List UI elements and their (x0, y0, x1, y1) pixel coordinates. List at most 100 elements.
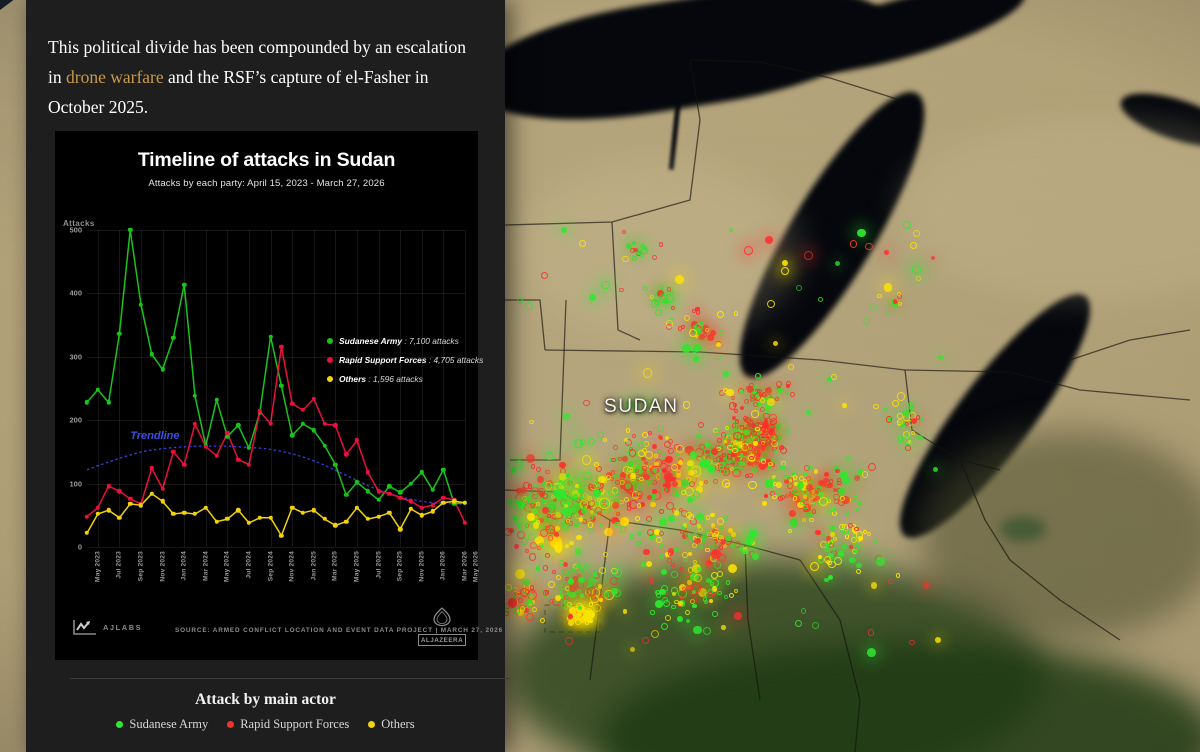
chart-legend: Sudanese Army : 7,100 attacks Rapid Supp… (327, 336, 483, 393)
y-axis-tick: 300 (69, 352, 82, 362)
attack-point (768, 430, 774, 435)
attack-point (756, 435, 764, 443)
attack-point (755, 429, 762, 436)
attack-point (747, 429, 752, 434)
trendline-label: Trendline (130, 429, 180, 442)
attack-point (902, 221, 911, 229)
attack-point-glow (798, 244, 819, 266)
attack-point-glow (721, 531, 736, 545)
attack-point-glow (556, 222, 572, 238)
attack-point-glow (929, 462, 942, 476)
attack-point-glow (662, 509, 680, 528)
attack-point-glow (524, 492, 534, 503)
x-axis-tick: Nov 2024 (288, 551, 296, 582)
legend-item-army: Sudanese Army : 7,100 attacks (327, 336, 483, 346)
attack-point-glow (764, 426, 777, 439)
ajlabs-wordmark: AJLABS (103, 623, 143, 632)
map-legend-item-army: Sudanese Army (116, 717, 208, 732)
attack-point-glow (760, 416, 772, 427)
attack-point-glow (692, 430, 705, 443)
attack-point (830, 546, 835, 551)
attack-point (743, 429, 750, 436)
attack-point (761, 432, 768, 439)
attack-point (618, 287, 624, 293)
attack-point (848, 522, 854, 528)
attack-point (657, 425, 664, 432)
attack-point (587, 437, 595, 445)
attack-point-glow (550, 591, 565, 606)
attack-point (800, 499, 806, 506)
attack-point (705, 529, 711, 534)
attack-point (714, 429, 721, 436)
attack-point (660, 623, 668, 631)
ajlabs-logo: AJLABS (72, 619, 142, 636)
aljazeera-flame-icon (433, 607, 451, 627)
attack-point (513, 607, 520, 614)
attack-point (809, 517, 814, 523)
gridline-vertical (141, 230, 142, 547)
article-sidebar: This political divide has been compounde… (26, 0, 510, 752)
attack-point (693, 573, 703, 582)
x-axis-tick: Nov 2023 (159, 551, 167, 582)
attack-point (529, 419, 534, 424)
attack-point (882, 407, 888, 413)
attack-point (768, 462, 773, 467)
x-axis-tick: Jul 2023 (115, 551, 123, 579)
x-axis-tick: Sep 2023 (137, 551, 145, 582)
attack-point (676, 445, 684, 453)
attack-point (740, 453, 746, 459)
attack-point (895, 573, 901, 578)
attack-point-glow (851, 545, 862, 556)
map-legend-label-army: Sudanese Army (129, 717, 209, 731)
attack-point (701, 444, 708, 451)
attack-point (815, 486, 821, 492)
attack-point-glow (644, 491, 656, 504)
attack-point (725, 580, 730, 585)
attack-point (596, 431, 604, 439)
attack-point (670, 604, 676, 610)
y-axis-tick: 100 (69, 479, 82, 489)
attack-point (755, 372, 762, 379)
x-axis-tick: Mar 2024 (202, 551, 210, 581)
attack-point-glow (672, 490, 682, 501)
attack-point (731, 415, 736, 421)
attack-point (747, 472, 754, 479)
attack-point-glow (675, 337, 698, 360)
attack-point (505, 584, 512, 591)
drone-warfare-link[interactable]: drone warfare (66, 66, 164, 87)
x-axis-tick: Mar 2026 (461, 551, 469, 581)
map-legend-item-others: Others (368, 717, 415, 732)
attack-point (538, 543, 544, 548)
attack-point-glow (539, 445, 560, 467)
chart-card[interactable]: Timeline of attacks in Sudan Attacks by … (55, 131, 502, 660)
attack-point (808, 466, 813, 471)
attack-point-glow (639, 544, 654, 560)
x-axis-tick: May 2023 (94, 551, 102, 582)
attack-point (751, 430, 757, 437)
attack-point-glow (821, 575, 832, 586)
attack-point (801, 608, 807, 614)
attack-point (551, 569, 556, 574)
attack-point (896, 291, 901, 296)
attack-point-glow (661, 432, 672, 444)
attack-point (725, 425, 730, 430)
ajlabs-chart-icon (73, 620, 96, 635)
attack-point-glow (695, 478, 707, 489)
attack-point-glow (762, 455, 774, 467)
attack-point-glow (704, 459, 716, 471)
attack-point (719, 465, 724, 471)
gridline-horizontal (87, 547, 465, 548)
attack-point (713, 530, 719, 537)
y-axis-tick: 500 (69, 225, 82, 235)
aljazeera-logo: ALJAZEERA (418, 607, 466, 646)
attack-point (666, 558, 672, 563)
attack-point (602, 437, 607, 442)
attack-point (785, 429, 790, 434)
attack-point (721, 452, 727, 458)
aljazeera-wordmark: ALJAZEERA (418, 634, 466, 646)
attack-point-glow (757, 453, 768, 464)
attack-point (733, 432, 742, 441)
attack-point (747, 460, 753, 467)
